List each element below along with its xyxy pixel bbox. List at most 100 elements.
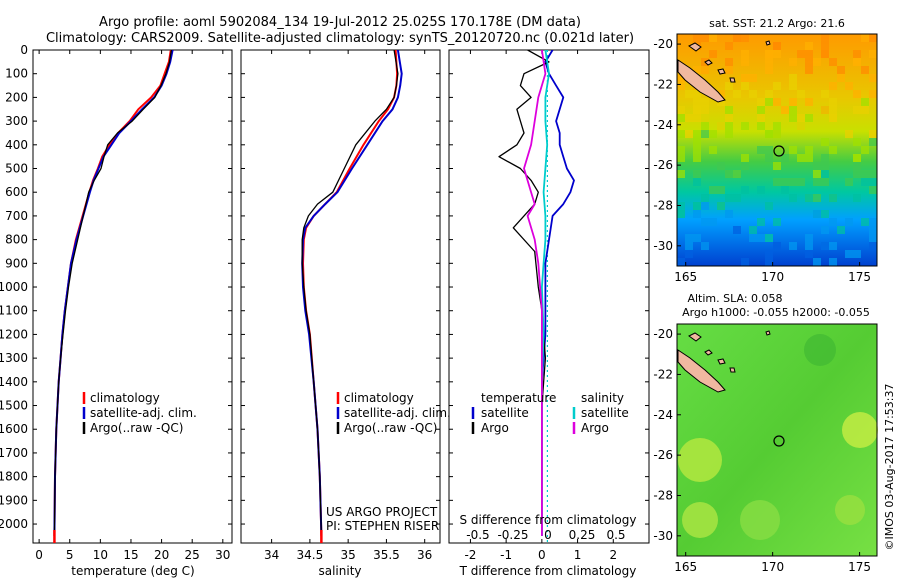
sst-texture-cell — [677, 154, 685, 162]
sst-texture-cell — [701, 66, 709, 74]
sst-texture-cell — [821, 210, 829, 218]
map-y-tick-label: -22 — [653, 367, 673, 381]
new-caledonia-landmass — [677, 349, 726, 393]
sst-texture-cell — [685, 242, 693, 250]
sst-texture-cell — [741, 186, 749, 194]
sst-texture-cell — [805, 50, 813, 58]
depth-tick-label: 1100 — [0, 304, 28, 318]
sst-texture-cell — [821, 178, 829, 186]
legend-label-climatology: climatology — [344, 391, 414, 405]
series-line-salinity-argo — [523, 50, 547, 536]
x-tick-label: 25 — [185, 548, 200, 562]
sst-texture-cell — [853, 162, 861, 170]
sst-texture-cell — [677, 114, 685, 122]
sst-texture-cell — [845, 130, 853, 138]
sst-texture-cell — [861, 146, 869, 154]
x-tick-label: -1 — [500, 548, 512, 562]
sst-texture-cell — [869, 50, 877, 58]
sst-texture-cell — [677, 146, 685, 154]
s-difference-ticklabels: -0.5 -0.25 0 0.25 0.5 — [466, 528, 625, 542]
argo-float-marker — [773, 145, 785, 157]
salinity-axes-frame — [240, 49, 441, 544]
sst-texture-cell — [805, 58, 813, 66]
sst-texture-cell — [853, 90, 861, 98]
salinity-legend: climatology satellite-adj. clim. Argo(..… — [336, 391, 451, 435]
depth-tick-label: 500 — [5, 162, 28, 176]
legend-label-temperature-satellite: satellite — [481, 406, 529, 420]
sst-texture-cell — [765, 130, 773, 138]
map-y-tick-label: -30 — [653, 529, 673, 543]
sst-texture-cell — [773, 242, 781, 250]
depth-tick-label: 1200 — [0, 327, 28, 341]
sst-texture-cell — [805, 194, 813, 202]
sst-texture-cell — [813, 258, 821, 266]
depth-tick-label: 800 — [5, 233, 28, 247]
x-tick-label: 35 — [341, 548, 356, 562]
map-y-tick-label: -26 — [653, 158, 673, 172]
sst-texture-cell — [829, 258, 837, 266]
sst-texture-cell — [757, 106, 765, 114]
map-y-tick-label: -20 — [653, 37, 673, 51]
vanuatu-islands — [688, 330, 771, 342]
argo-float-marker — [773, 435, 785, 447]
header-line1: Argo profile: aoml 5902084_134 19-Jul-20… — [99, 15, 581, 30]
map-x-tick-label: 175 — [848, 270, 871, 284]
sst-texture-cell — [861, 66, 869, 74]
sst-texture-cell — [805, 42, 813, 50]
sst-texture-cell — [741, 58, 749, 66]
sst-texture-cell — [773, 98, 781, 106]
sst-texture-cell — [757, 218, 765, 226]
sst-texture-cell — [869, 74, 877, 82]
sst-texture-cell — [693, 98, 701, 106]
sst-texture-cell — [781, 154, 789, 162]
sst-texture-cell — [805, 250, 813, 258]
sst-texture-cell — [861, 218, 869, 226]
depth-tick-label: 1000 — [0, 280, 28, 294]
sst-texture-cell — [701, 122, 709, 130]
sst-texture-cell — [765, 98, 773, 106]
sst-texture-cell — [741, 162, 749, 170]
sst-texture-cell — [693, 146, 701, 154]
sla-texture-blob — [804, 334, 836, 366]
sst-texture-cell — [693, 202, 701, 210]
sst-texture-cell — [773, 122, 781, 130]
sst-texture-cell — [821, 242, 829, 250]
new-caledonia-landmass — [677, 59, 726, 103]
sst-texture-cell — [821, 42, 829, 50]
sst-texture-cell — [709, 34, 717, 42]
legend-label-argo: Argo(..raw -QC) — [344, 421, 437, 435]
sst-texture-cell — [693, 34, 701, 42]
sst-texture-cell — [693, 130, 701, 138]
sst-texture-cell — [709, 218, 717, 226]
sst-texture-cell — [773, 82, 781, 90]
series-line-satellite — [301, 50, 403, 536]
sst-texture-cell — [677, 170, 685, 178]
depth-tick-label: 100 — [5, 67, 28, 81]
legend-label-temperature-argo: Argo — [481, 421, 509, 435]
map-x-tick-label: 170 — [761, 270, 784, 284]
sst-texture-cell — [853, 58, 861, 66]
sst-texture-cell — [765, 50, 773, 58]
sst-texture-cell — [725, 114, 733, 122]
sst-texture-cell — [789, 74, 797, 82]
x-tick-label: 34 — [264, 548, 279, 562]
sst-texture-cell — [741, 50, 749, 58]
legend-title-salinity: salinity — [581, 391, 624, 405]
sst-texture-cell — [845, 178, 853, 186]
series-line-argo — [301, 50, 399, 536]
sst-texture-cell — [821, 106, 829, 114]
sst-texture-cell — [869, 242, 877, 250]
temperature-xticks: 0 5 10 15 20 25 30 — [35, 50, 230, 562]
sst-texture-cell — [821, 34, 829, 42]
sst-texture-cell — [853, 154, 861, 162]
header-line2: Climatology: CARS2009. Satellite-adjuste… — [46, 31, 634, 46]
sst-texture-cell — [837, 74, 845, 82]
sst-texture-cell — [709, 130, 717, 138]
imos-credit: ©IMOS 03-Aug-2017 17:53:37 — [883, 384, 896, 551]
sst-texture-cell — [869, 34, 877, 42]
sst-texture-cell — [749, 226, 757, 234]
map-y-tick-label: -22 — [653, 77, 673, 91]
map-y-tick-label: -20 — [653, 327, 673, 341]
sst-texture-cell — [861, 106, 869, 114]
sst-texture-cell — [829, 106, 837, 114]
